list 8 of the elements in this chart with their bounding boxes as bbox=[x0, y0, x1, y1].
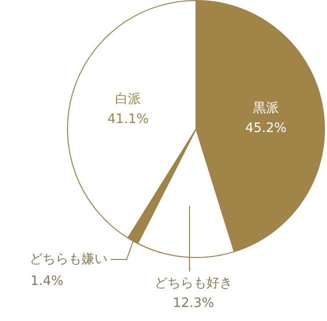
data-label: 41.1% bbox=[107, 112, 149, 127]
data-label: 45.2% bbox=[245, 120, 287, 136]
slice-label: 白派 bbox=[115, 92, 142, 107]
data-label: 1.4% bbox=[30, 274, 64, 289]
slice-label: どちらも好き bbox=[154, 276, 232, 291]
data-label: 12.3% bbox=[172, 296, 214, 311]
slice-label: 黒派 bbox=[252, 100, 279, 116]
slice-label: どちらも嫌い bbox=[30, 252, 108, 267]
